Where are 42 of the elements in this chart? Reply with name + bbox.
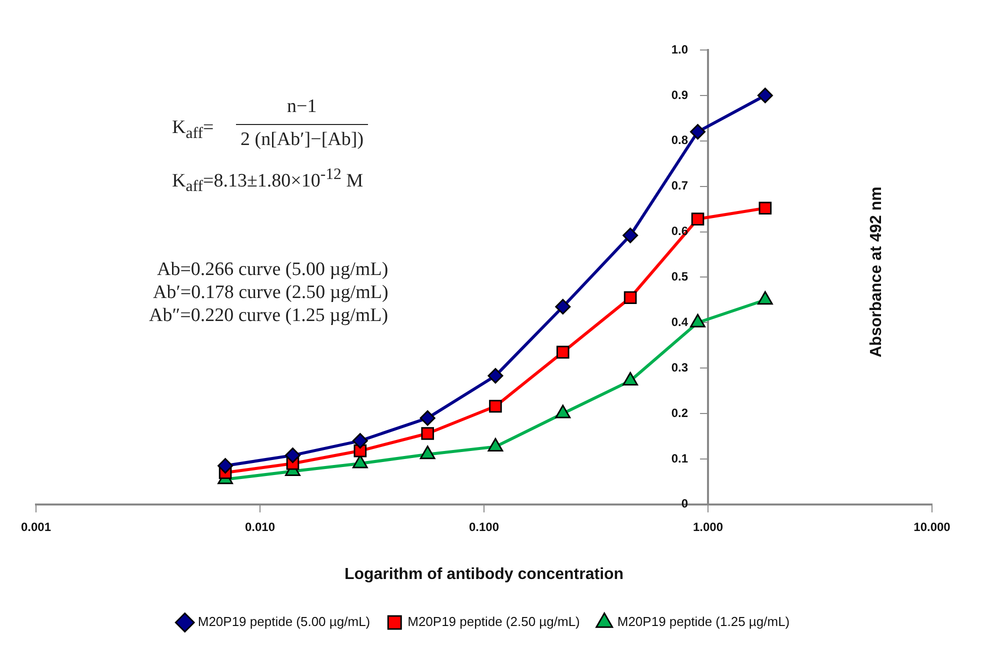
point — [690, 124, 706, 140]
point — [218, 458, 234, 474]
y-tick-label: 1.0 — [671, 42, 688, 56]
y-tick-label: 0.3 — [671, 360, 688, 374]
annotation: n−1 — [287, 96, 317, 118]
annotation: K$_{aff}$=8.13±1.80×10$^{-12}$ M — [172, 166, 364, 196]
x-tick-label: 1.000 — [692, 520, 724, 534]
point — [420, 410, 436, 426]
legend-label: M20P19 peptide (1.25 µg/mL) — [617, 614, 790, 630]
point — [489, 400, 502, 413]
legend-label: M20P19 peptide (5.00 µg/mL) — [198, 614, 370, 630]
point — [757, 88, 773, 104]
annotation: Ab′=0.178 curve (2.50 µg/mL) — [153, 282, 388, 304]
point — [352, 433, 368, 449]
point — [555, 298, 571, 314]
x-tick-label: 0.100 — [468, 520, 500, 534]
x-tick-label: 0.001 — [20, 520, 52, 534]
point — [284, 448, 300, 464]
annotation: 2 (n[Ab′]−[Ab]) — [240, 129, 364, 151]
point — [622, 228, 638, 244]
annotation: Ab=0.266 curve (5.00 µg/mL) — [157, 259, 388, 281]
x-tick-label: 10.000 — [914, 520, 951, 534]
point — [758, 202, 772, 215]
x-tick-label: 0.010 — [244, 520, 276, 534]
legend-label: M20P19 peptide (2.50 µg/mL) — [408, 614, 580, 630]
y-tick-label: 0.9 — [671, 88, 688, 102]
point — [624, 291, 637, 304]
annotation: K$_{aff}$= — [172, 117, 214, 143]
y-tick-label: 0 — [681, 496, 688, 511]
point — [556, 346, 570, 359]
point — [691, 212, 704, 226]
y-tick-label: 0.1 — [671, 451, 688, 466]
y-tick-label: 0.4 — [671, 314, 688, 329]
y-axis-title: Absorbance at 492 nm — [868, 186, 886, 358]
y-tick-label: 0.2 — [671, 406, 688, 420]
y-tick-label: 0.8 — [671, 133, 688, 148]
point — [421, 427, 434, 440]
y-tick-label: 0.7 — [671, 178, 688, 193]
point — [488, 368, 504, 384]
annotation: Ab″=0.220 curve (1.25 µg/mL) — [149, 305, 388, 327]
x-axis-title: Logarithm of antibody concentration — [344, 566, 624, 583]
y-tick-label: 0.5 — [671, 270, 688, 284]
